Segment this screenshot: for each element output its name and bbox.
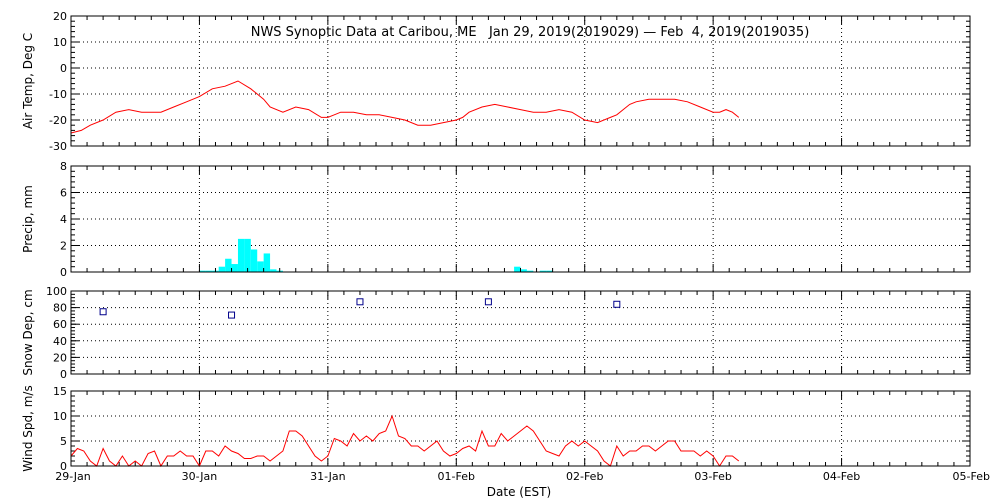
wind-speed-series-line	[70, 414, 740, 468]
y-tick-label: 8	[60, 160, 67, 173]
y-tick-label: 20	[53, 351, 67, 364]
y-tick-label: 5	[60, 435, 67, 448]
snow-depth-point	[484, 298, 492, 306]
y-tick-label: -30	[49, 140, 67, 153]
snow-depth-point	[228, 311, 236, 319]
snow-depth-ticks	[70, 290, 971, 375]
y-tick-label: 2	[60, 240, 67, 253]
y-tick-label: 10	[53, 36, 67, 49]
snow-depth-frame	[70, 290, 971, 375]
snow-depth-y-tick-labels: 100 80 60 40 20 0	[46, 285, 67, 381]
x-tick-label: 31-Jan	[310, 470, 346, 483]
wind-speed-grid	[71, 391, 970, 466]
precip-bar	[270, 269, 277, 272]
precip-bar	[218, 266, 226, 272]
x-axis-tick-labels: 29-Jan 30-Jan 31-Jan 01-Feb 02-Feb 03-Feb 04-F…	[55, 470, 990, 483]
precip-bar	[250, 249, 258, 272]
precip-bar	[244, 238, 251, 272]
y-tick-label: 100	[46, 285, 67, 298]
snow-depth-point	[613, 300, 621, 308]
x-tick-label: 03-Feb	[694, 470, 731, 483]
snow-depth-grid	[71, 291, 970, 374]
air-temp-frame	[70, 15, 971, 147]
air-temp-y-tick-labels: 20 10 0 -10 -20 -30	[49, 10, 67, 153]
y-tick-label: 0	[60, 62, 67, 75]
precip-bar	[225, 258, 232, 272]
snow-depth-y-axis-label: Snow Dep, cm	[21, 289, 35, 375]
wind-speed-y-axis-label: Wind Spd, m/s	[21, 385, 35, 471]
y-tick-label: -20	[49, 114, 67, 127]
y-tick-label: 0	[60, 368, 67, 381]
precip-bar	[199, 270, 206, 272]
precip-bar	[526, 270, 534, 272]
x-tick-label: 01-Feb	[438, 470, 475, 483]
precip-y-axis-label: Precip, mm	[21, 185, 35, 253]
x-tick-label: 30-Jan	[182, 470, 218, 483]
x-tick-label: 05-Feb	[953, 470, 990, 483]
y-tick-label: 40	[53, 335, 67, 348]
precip-bar	[539, 270, 547, 272]
y-tick-label: 0	[60, 460, 67, 473]
x-tick-label: 29-Jan	[55, 470, 91, 483]
chart-title: NWS Synoptic Data at Caribou, ME Jan 29,…	[251, 25, 810, 40]
y-tick-label: 60	[53, 318, 67, 331]
wind-speed-ticks	[70, 390, 971, 467]
air-temp-series-line	[70, 80, 740, 134]
x-tick-label: 02-Feb	[566, 470, 603, 483]
precip-bars	[199, 238, 553, 272]
wind-speed-frame	[70, 390, 971, 467]
x-tick-label: 04-Feb	[823, 470, 860, 483]
wind-speed-panel: 15 10 5 0 Wind Spd, m/s	[21, 385, 971, 473]
precip-frame	[70, 165, 971, 273]
air-temp-grid	[71, 16, 970, 146]
snow-depth-point	[356, 298, 364, 306]
y-tick-label: -10	[49, 88, 67, 101]
snow-depth-panel: 100 80 60 40 20 0 Snow Dep, cm	[21, 285, 971, 381]
y-tick-label: 20	[53, 10, 67, 23]
precip-grid	[71, 166, 970, 272]
precip-bar	[237, 238, 245, 272]
snow-depth-point	[99, 308, 107, 316]
precip-bar	[514, 266, 521, 272]
x-axis-label: Date (EST)	[487, 485, 551, 499]
precip-bar	[546, 270, 553, 272]
precip-bar	[257, 261, 264, 272]
precip-bar	[263, 253, 271, 272]
wind-speed-y-tick-labels: 15 10 5 0	[53, 385, 67, 473]
y-tick-label: 0	[60, 266, 67, 279]
precip-bar	[205, 270, 213, 272]
air-temp-y-axis-label: Air Temp, Deg C	[21, 33, 35, 129]
precip-bar	[231, 264, 238, 272]
air-temp-panel: 20 10 0 -10 -20 -30 Air Temp, Deg C	[21, 10, 971, 153]
y-tick-label: 10	[53, 410, 67, 423]
y-tick-label: 4	[60, 213, 67, 226]
precip-bar	[520, 269, 527, 272]
y-tick-label: 15	[53, 385, 67, 398]
precip-panel: 8 6 4 2 0 Precip, mm	[21, 160, 971, 279]
precip-y-tick-labels: 8 6 4 2 0	[60, 160, 67, 279]
y-tick-label: 80	[53, 302, 67, 315]
precip-ticks	[70, 165, 971, 273]
snow-depth-points	[99, 298, 621, 319]
y-tick-label: 6	[60, 187, 67, 200]
